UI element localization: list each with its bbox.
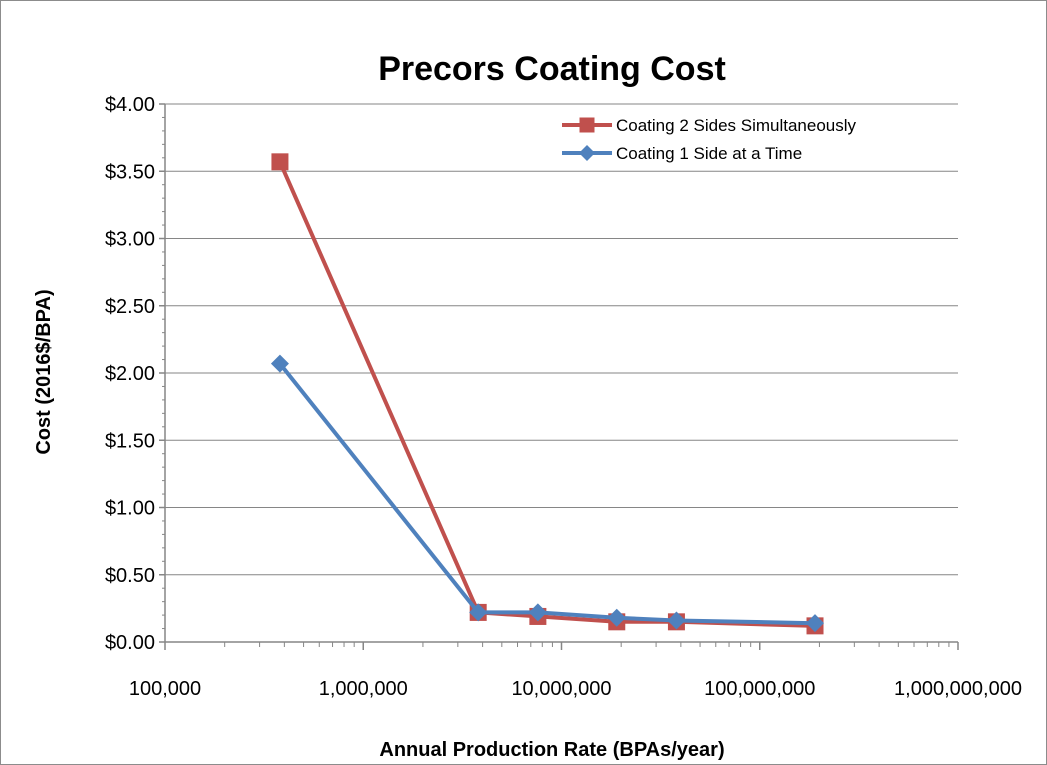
series-0 — [271, 153, 824, 635]
data-point — [806, 614, 825, 633]
chart-title: Precors Coating Cost — [378, 50, 726, 88]
legend-marker — [579, 145, 595, 161]
data-point — [607, 608, 626, 627]
x-axis-title: Annual Production Rate (BPAs/year) — [379, 739, 724, 761]
data-point — [469, 603, 488, 622]
legend-marker — [579, 117, 595, 133]
data-point — [667, 611, 686, 630]
x-tick-label: 100,000 — [129, 678, 201, 700]
y-axis-title: Cost (2016$/BPA) — [33, 289, 55, 454]
legend: Coating 2 Sides Simultaneously Coating 1 … — [562, 116, 857, 163]
y-tick-label: $2.00 — [105, 363, 155, 385]
data-point — [528, 603, 547, 622]
series-line — [278, 160, 816, 628]
y-tick-label: $4.00 — [105, 94, 155, 116]
y-tick-label: $0.50 — [105, 565, 155, 587]
y-tick-label: $0.00 — [105, 632, 155, 654]
legend-label: Coating 2 Sides Simultaneously — [616, 116, 857, 135]
y-tick-label: $3.00 — [105, 229, 155, 251]
data-point — [270, 354, 289, 373]
y-tick-label: $2.50 — [105, 296, 155, 318]
x-tick-label: 1,000,000 — [319, 678, 408, 700]
axis-ticks: $0.00 $0.50 $1.00 $1.50 $2.00 $2.50 $3.00 $3.50… — [105, 94, 1022, 700]
x-tick-label: 10,000,000 — [511, 678, 611, 700]
series-layer — [270, 153, 825, 635]
y-tick-label: $1.00 — [105, 498, 155, 520]
series-line — [278, 362, 816, 626]
y-tick-label: $3.50 — [105, 161, 155, 183]
data-point — [271, 153, 289, 171]
y-tick-label: $1.50 — [105, 430, 155, 452]
grid-lines — [165, 103, 958, 576]
x-tick-label: 100,000,000 — [704, 678, 815, 700]
x-tick-label: 1,000,000,000 — [894, 678, 1022, 700]
series-1 — [270, 354, 825, 633]
legend-label: Coating 1 Side at a Time — [616, 144, 802, 163]
